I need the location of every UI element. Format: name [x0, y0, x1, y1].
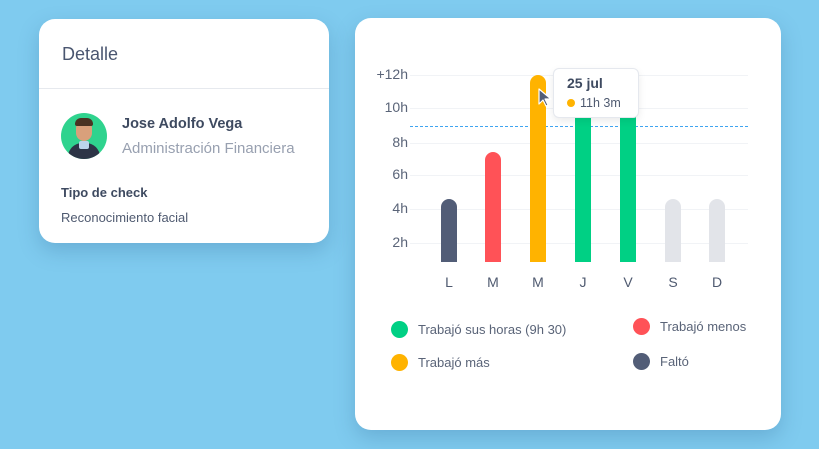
check-type-label: Tipo de check — [61, 185, 148, 200]
detail-card: Detalle Jose Adolfo Vega Administración … — [39, 19, 329, 243]
y-axis-tick: 8h — [392, 134, 408, 150]
mouse-cursor-icon — [538, 88, 552, 107]
chart-tooltip: 25 jul 11h 3m — [553, 68, 639, 118]
legend-label: Trabajó menos — [660, 319, 747, 334]
x-axis-tick: S — [668, 274, 678, 290]
legend-label: Faltó — [660, 354, 689, 369]
bar-6[interactable] — [709, 199, 725, 262]
bar-3[interactable] — [575, 101, 591, 262]
legend-dot-icon — [633, 353, 650, 370]
check-type-value: Reconocimiento facial — [61, 210, 189, 225]
bar-0[interactable] — [441, 199, 457, 262]
y-axis-tick: 2h — [392, 234, 408, 250]
hours-chart-card: 2h 4h 6h 8h 10h +12h L M M J V S D 25 jul 11h 3m Tra… — [355, 18, 781, 430]
bar-1[interactable] — [485, 152, 501, 262]
x-axis-tick: J — [579, 274, 587, 290]
employee-department: Administración Financiera — [122, 139, 295, 157]
legend-item: Trabajó sus horas (9h 30) — [391, 321, 566, 338]
y-axis-tick: 6h — [392, 166, 408, 182]
avatar — [61, 113, 107, 159]
x-axis-tick: M — [532, 274, 544, 290]
bar-4[interactable] — [620, 104, 636, 262]
legend-dot-icon — [391, 354, 408, 371]
tooltip-date: 25 jul — [567, 75, 603, 91]
legend-item: Trabajó menos — [633, 318, 746, 335]
detail-title: Detalle — [39, 19, 329, 89]
y-axis-tick: 10h — [384, 99, 408, 115]
tooltip-dot-icon — [567, 99, 575, 107]
bar-5[interactable] — [665, 199, 681, 262]
y-axis-tick: +12h — [376, 66, 408, 82]
y-axis-tick: 4h — [392, 200, 408, 216]
bar-2[interactable] — [530, 75, 546, 262]
x-axis-tick: V — [623, 274, 633, 290]
x-axis-tick: D — [711, 274, 723, 290]
legend-dot-icon — [633, 318, 650, 335]
x-axis-tick: M — [487, 274, 499, 290]
tooltip-value: 11h 3m — [580, 96, 621, 110]
legend-label: Trabajó más — [418, 355, 490, 370]
employee-name: Jose Adolfo Vega — [122, 115, 243, 132]
legend-item: Faltó — [633, 353, 689, 370]
legend-label: Trabajó sus horas (9h 30) — [418, 322, 567, 337]
legend-dot-icon — [391, 321, 408, 338]
employee-profile[interactable]: Jose Adolfo Vega Administración Financie… — [61, 113, 295, 159]
x-axis-tick: L — [445, 274, 453, 290]
legend-item: Trabajó más — [391, 354, 490, 371]
